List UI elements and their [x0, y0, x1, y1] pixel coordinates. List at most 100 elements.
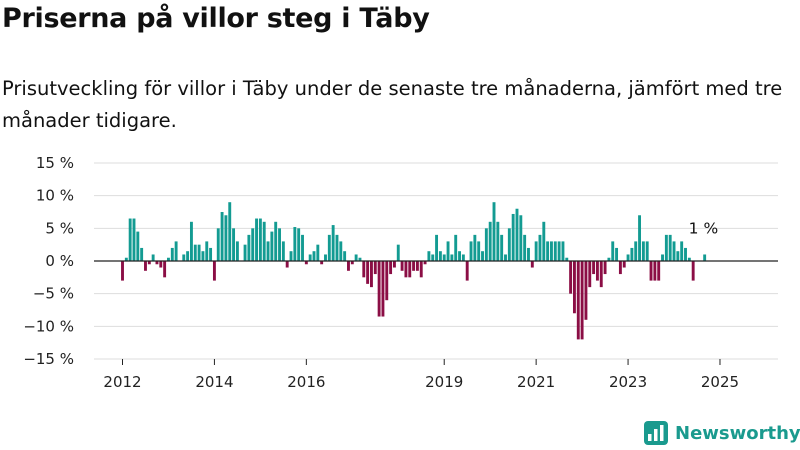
bar [615, 247, 619, 261]
bar [274, 221, 278, 261]
bar [599, 261, 603, 288]
y-tick-label: 10 % [36, 187, 74, 205]
bar [266, 241, 270, 261]
bar [370, 261, 373, 288]
bar [216, 228, 220, 261]
bar [144, 261, 147, 271]
bar [645, 241, 649, 261]
bar [676, 251, 680, 261]
bar [201, 251, 205, 261]
bar [412, 261, 416, 271]
bar [320, 261, 324, 265]
bar [672, 241, 676, 261]
bar [293, 227, 297, 261]
bar [308, 254, 312, 261]
x-tick-label: 2016 [287, 373, 325, 391]
bar [159, 261, 163, 268]
bar [301, 234, 304, 261]
bar [496, 221, 500, 261]
bar [542, 221, 546, 261]
bar [477, 241, 481, 261]
bar [634, 241, 638, 261]
bar [128, 218, 132, 261]
x-tick-label: 2023 [609, 373, 647, 391]
bar [703, 254, 707, 261]
bar [442, 254, 446, 261]
bar [504, 254, 507, 261]
bar [538, 234, 542, 261]
bar [140, 247, 144, 261]
bar [507, 228, 511, 261]
chart-subtitle: Prisutveckling för villor i Täby under d… [2, 77, 783, 132]
bar [136, 231, 140, 261]
y-tick-label: 5 % [45, 219, 74, 237]
bar [193, 244, 197, 261]
bar [258, 218, 262, 261]
bar [687, 257, 691, 261]
bar [205, 241, 209, 261]
bar [262, 221, 266, 261]
bar [530, 261, 534, 268]
bar [423, 261, 427, 265]
bar [381, 261, 385, 317]
bar [561, 241, 565, 261]
bar-chart-logo-icon [644, 421, 668, 445]
bar [450, 254, 454, 261]
bar [278, 228, 281, 261]
last-value-label: 1 % [689, 219, 719, 237]
bar [324, 254, 327, 261]
bar [343, 251, 347, 261]
bar [473, 234, 477, 261]
bar [415, 261, 419, 271]
bar [408, 261, 412, 278]
bar [618, 261, 622, 275]
bar [396, 244, 400, 261]
bar [661, 254, 664, 261]
bar [155, 261, 159, 265]
bar [622, 261, 626, 268]
bar [546, 241, 550, 261]
bar [519, 215, 523, 261]
bar [553, 241, 557, 261]
bar [339, 241, 343, 261]
bar [243, 244, 247, 261]
bar [121, 261, 124, 281]
bar [664, 234, 668, 261]
bar [220, 212, 224, 261]
bar [163, 261, 167, 278]
brand-name: Newsworthy [675, 422, 800, 444]
bar [224, 215, 228, 261]
bar [492, 202, 496, 261]
bar [465, 261, 469, 281]
y-tick-label: −5 % [33, 285, 74, 303]
bar [251, 228, 255, 261]
y-tick-label: −15 % [23, 350, 74, 368]
bar [373, 261, 377, 275]
bar [209, 247, 213, 261]
bar [385, 261, 389, 301]
bar [366, 261, 370, 284]
bar [350, 261, 354, 265]
bar [270, 231, 274, 261]
bar [170, 247, 174, 261]
bar [638, 215, 641, 261]
bar [354, 254, 358, 261]
bar [668, 234, 672, 261]
bar [461, 254, 465, 261]
bar [527, 247, 530, 261]
bar [626, 254, 630, 261]
bar [481, 251, 484, 261]
bar [500, 234, 504, 261]
annotations: 1 % [689, 219, 719, 237]
bar [438, 251, 442, 261]
bar [534, 241, 538, 261]
bar [189, 221, 193, 261]
bar [576, 261, 580, 340]
bar [174, 241, 178, 261]
x-tick-label: 2021 [517, 373, 555, 391]
bar [454, 234, 458, 261]
x-tick-label: 2019 [425, 373, 463, 391]
bar [435, 234, 439, 261]
bar [247, 234, 251, 261]
